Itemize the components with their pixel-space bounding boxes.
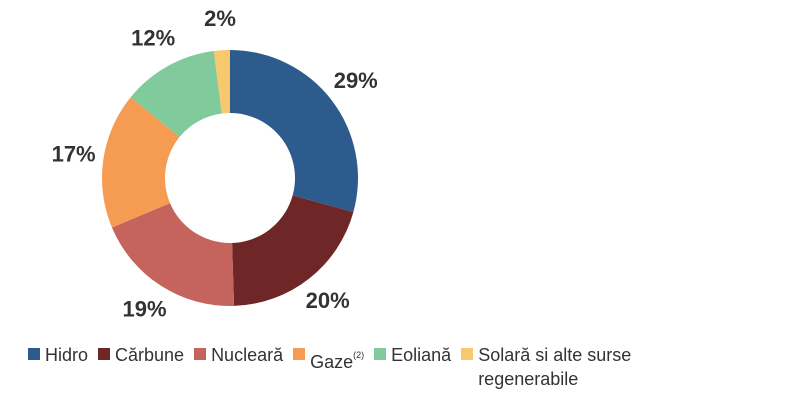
legend-item: Gaze(2): [293, 343, 364, 374]
legend-label: Gaze: [310, 352, 354, 372]
legend-item: Eoliană: [374, 343, 451, 367]
legend-label: Hidro: [45, 345, 89, 365]
legend-item: Cărbune: [98, 343, 184, 367]
legend-label-wrap: Cărbune: [115, 343, 184, 367]
donut-slice: [130, 51, 222, 138]
legend-item: Nucleară: [194, 343, 283, 367]
legend-swatch: [194, 348, 207, 360]
legend-swatch: [374, 348, 387, 360]
donut-slice: [213, 50, 230, 114]
legend-swatch: [461, 348, 474, 360]
legend-label: Nucleară: [211, 345, 284, 365]
legend-label: Cărbune: [115, 345, 185, 365]
donut-slice: [232, 195, 354, 306]
legend: Hidro Cărbune Nucleară Gaze(2) Eoliană Solară…: [28, 343, 678, 391]
value-label: 2%: [204, 6, 236, 31]
legend-footnote: (2): [353, 350, 365, 360]
donut-slice: [101, 97, 180, 228]
value-label: 20%: [306, 288, 350, 313]
value-label: 12%: [131, 26, 175, 51]
legend-label-wrap: Gaze(2): [310, 343, 364, 374]
legend-swatch: [98, 348, 111, 360]
value-label: 17%: [52, 141, 96, 166]
donut-slice: [111, 203, 235, 306]
legend-label: Solară si alte surse regenerabile: [478, 345, 632, 389]
legend-label: Eoliană: [391, 345, 452, 365]
legend-item: Solară si alte surse regenerabile: [461, 343, 668, 391]
legend-label-wrap: Eoliană: [391, 343, 451, 367]
legend-label-wrap: Solară si alte surse regenerabile: [478, 343, 668, 391]
value-label: 29%: [334, 68, 378, 93]
legend-label-wrap: Hidro: [45, 343, 88, 367]
legend-swatch: [28, 348, 40, 360]
value-label: 19%: [123, 297, 167, 322]
legend-swatch: [293, 348, 306, 360]
legend-label-wrap: Nucleară: [211, 343, 283, 367]
legend-item: Hidro: [28, 343, 88, 367]
donut-slice: [230, 50, 359, 213]
